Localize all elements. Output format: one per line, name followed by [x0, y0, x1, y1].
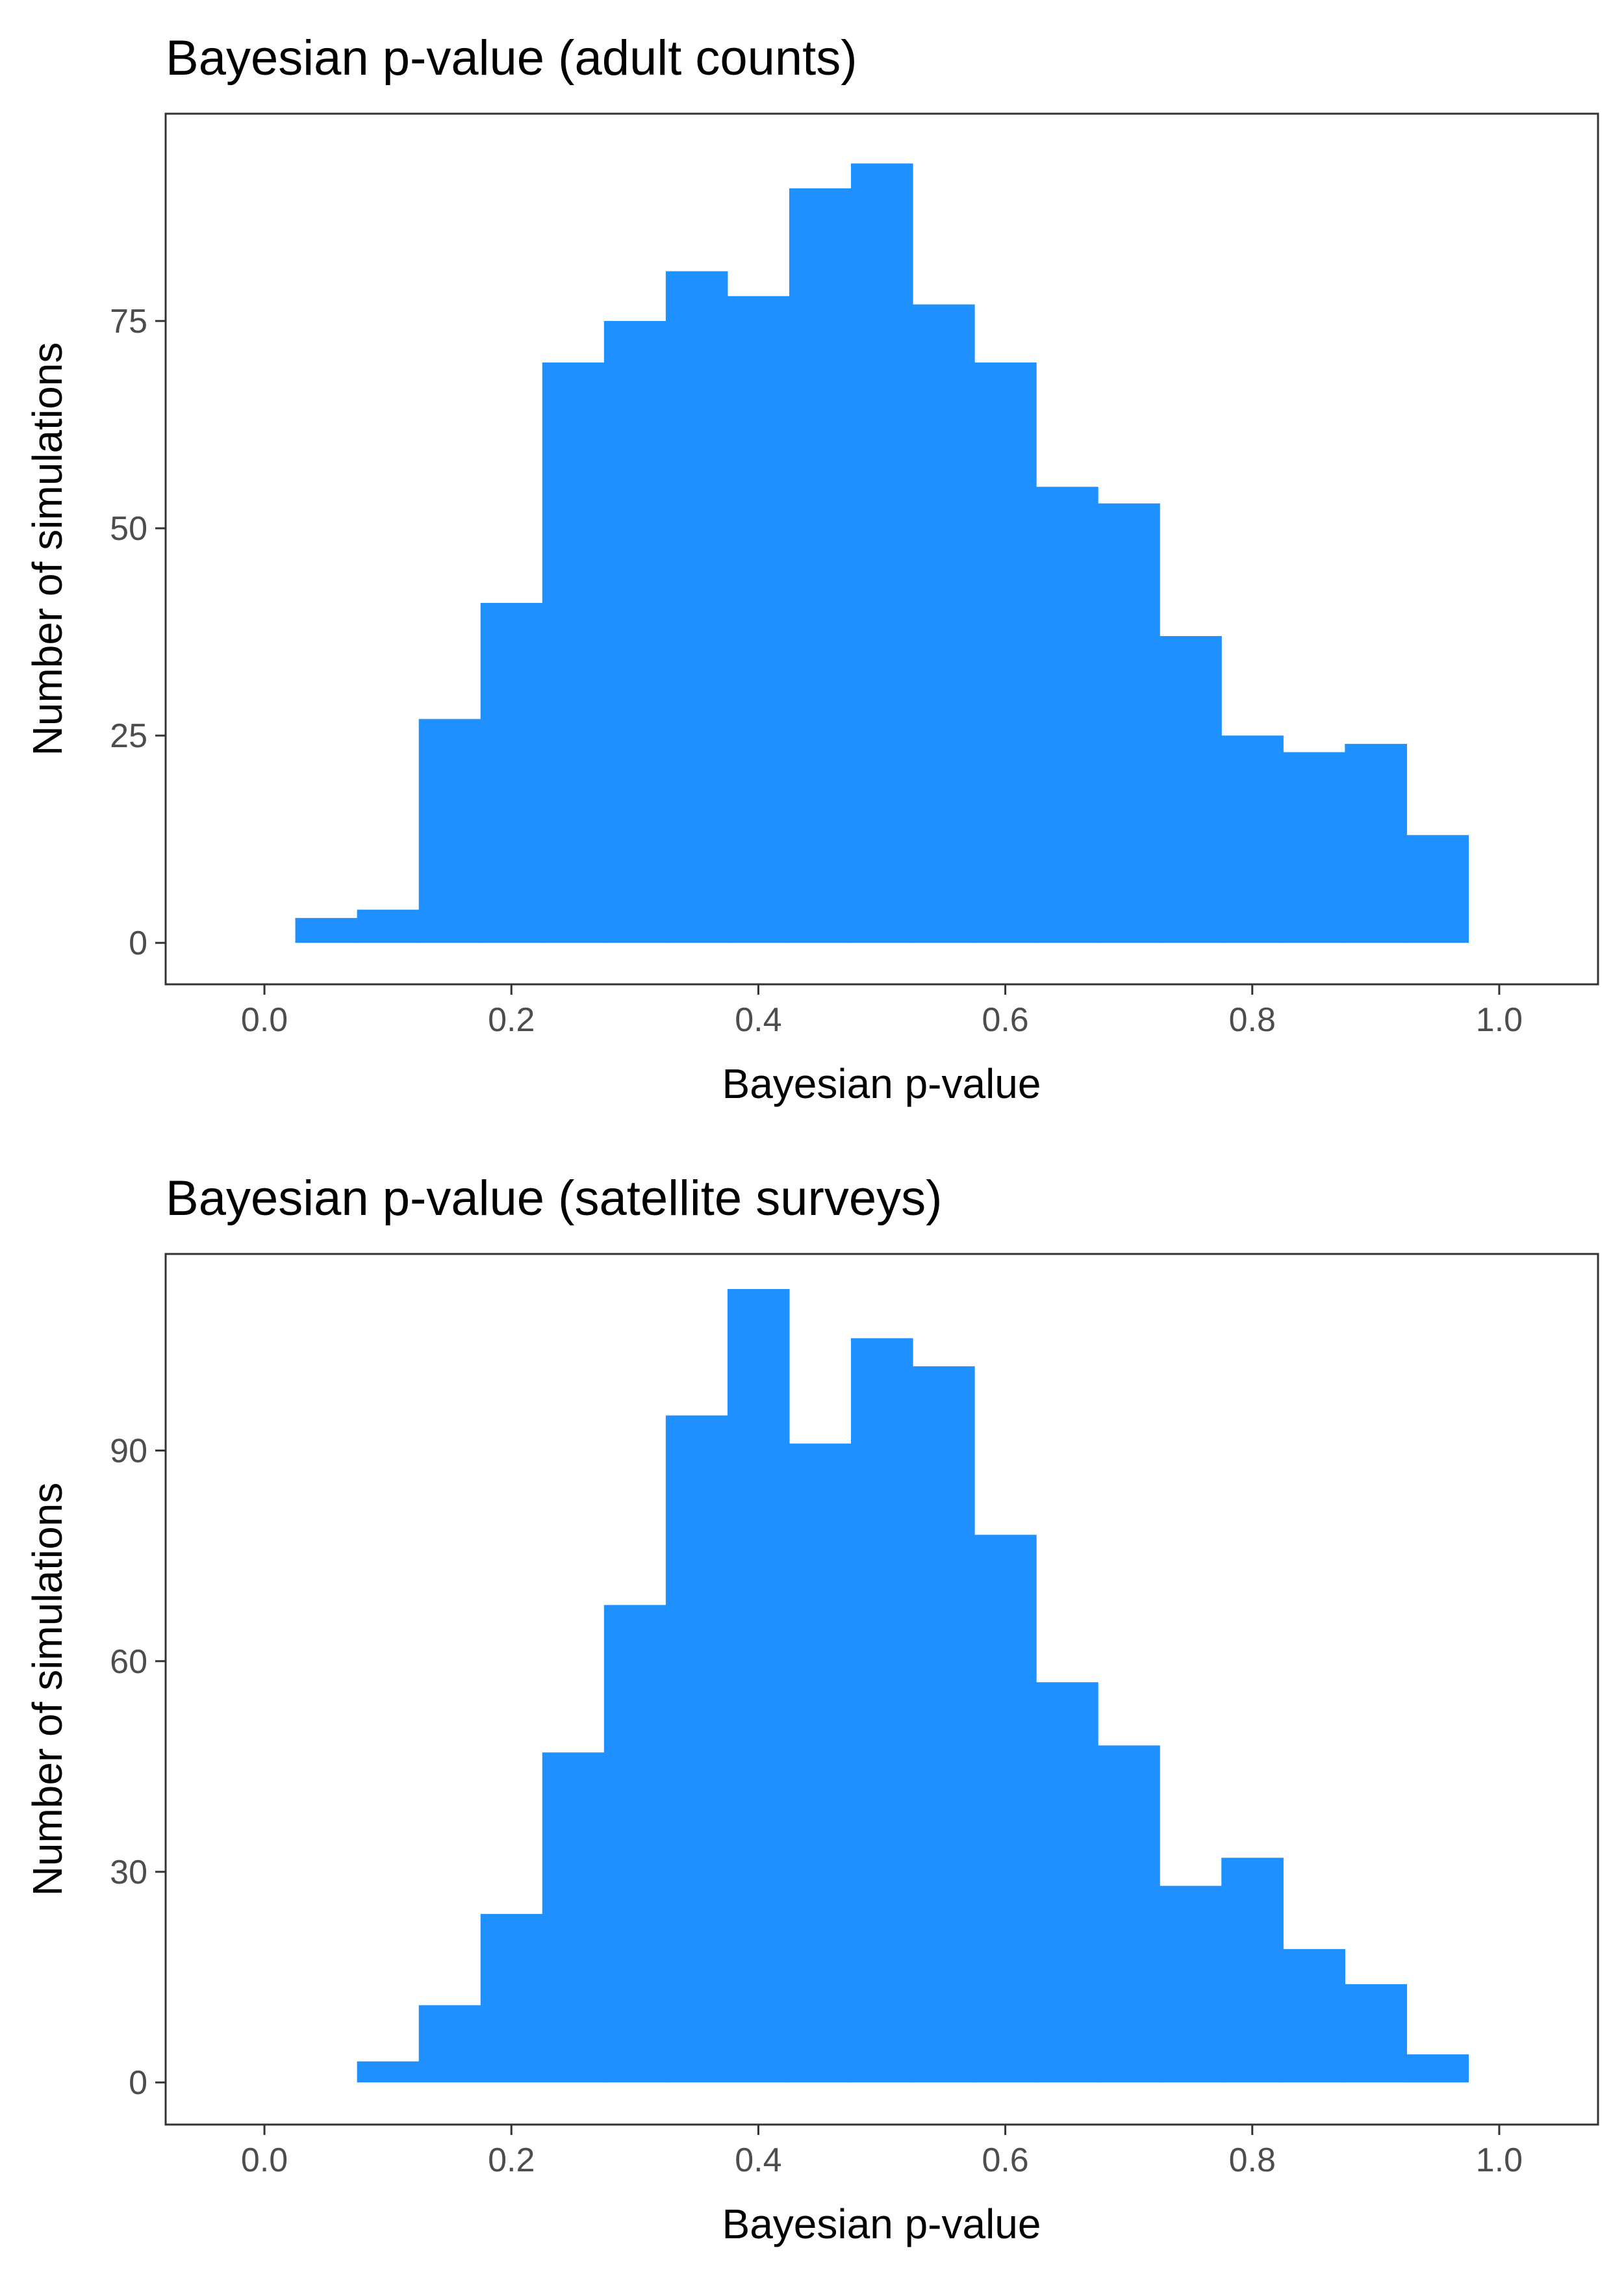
histogram-bar	[789, 188, 852, 943]
histogram-bar	[727, 296, 790, 943]
x-tick-label: 0.0	[241, 1001, 288, 1039]
histogram-bar	[1283, 752, 1345, 943]
histogram-bar	[665, 1415, 728, 2083]
x-tick-label: 1.0	[1476, 1001, 1523, 1039]
x-tick-label: 0.8	[1229, 1001, 1276, 1039]
y-tick-label: 0	[129, 2064, 147, 2102]
chart-title: Bayesian p-value (adult counts)	[166, 31, 857, 86]
histogram-bar	[850, 163, 913, 943]
y-tick-label: 50	[110, 510, 147, 548]
x-tick-label: 0.4	[735, 2141, 781, 2179]
x-axis: 0.0 0.2 0.4 0.6 0.8 1.0	[241, 2125, 1523, 2179]
histogram-bar	[418, 719, 481, 943]
histogram-bar	[1345, 743, 1407, 943]
histogram-bar	[1221, 735, 1284, 943]
histogram-bar	[850, 1338, 913, 2083]
x-axis-label: Bayesian p-value	[722, 1060, 1041, 1107]
histogram-bar	[480, 602, 543, 943]
y-axis-label: Number of simulations	[24, 1483, 71, 1897]
histogram-bar	[1098, 503, 1160, 943]
x-axis-label: Bayesian p-value	[722, 2201, 1041, 2247]
x-axis: 0.0 0.2 0.4 0.6 0.8 1.0	[241, 984, 1523, 1039]
histogram-bar	[357, 2061, 420, 2083]
histogram-bar	[1221, 1858, 1284, 2083]
x-tick-label: 0.6	[982, 1001, 1028, 1039]
x-tick-label: 0.6	[982, 2141, 1028, 2179]
x-tick-label: 1.0	[1476, 2141, 1523, 2179]
y-tick-label: 25	[110, 717, 147, 755]
y-tick-label: 90	[110, 1433, 147, 1470]
histogram-bar	[603, 321, 666, 943]
histogram-bar	[1345, 1984, 1407, 2083]
histogram-bar	[480, 1913, 543, 2083]
histogram-bar	[357, 910, 420, 943]
x-tick-label: 0.2	[488, 2141, 535, 2179]
histogram-bar	[1098, 1745, 1160, 2083]
histogram-bar	[542, 1752, 605, 2083]
histogram-bar	[913, 304, 975, 943]
plot-panel	[164, 112, 1599, 986]
histogram-bar	[603, 1605, 666, 2083]
x-tick-label: 0.2	[488, 1001, 535, 1039]
histogram-bar	[1283, 1948, 1345, 2083]
histogram-bar	[913, 1366, 975, 2083]
histogram-bar	[974, 362, 1037, 943]
histogram-bar	[418, 2005, 481, 2083]
histogram-bar	[727, 1289, 790, 2083]
y-axis-label: Number of simulations	[24, 342, 71, 756]
x-tick-label: 0.0	[241, 2141, 288, 2179]
y-tick-label: 75	[110, 303, 147, 340]
histogram-bar	[789, 1443, 852, 2083]
histogram-bar	[1036, 487, 1098, 943]
plot-panel	[164, 1253, 1599, 2126]
histogram-bar	[974, 1535, 1037, 2083]
y-axis: 0 30 60 90	[110, 1433, 166, 2102]
histogram-bar	[1160, 636, 1222, 943]
y-axis: 0 25 50 75	[110, 303, 166, 962]
histogram-bar	[1406, 835, 1469, 943]
chart-adult-counts: Bayesian p-value (adult counts) 0.0 0.2 0.…	[24, 31, 1599, 1107]
x-tick-label: 0.4	[735, 1001, 781, 1039]
y-tick-label: 0	[129, 925, 147, 962]
histogram-bar	[542, 362, 605, 943]
x-tick-label: 0.8	[1229, 2141, 1276, 2179]
histogram-bars	[357, 1289, 1469, 2083]
histogram-bars	[295, 163, 1469, 943]
chart-satellite-surveys: Bayesian p-value (satellite surveys) 0.0…	[24, 1171, 1599, 2247]
histogram-bar	[1036, 1682, 1098, 2083]
histogram-bar	[1406, 2054, 1469, 2083]
y-tick-label: 30	[110, 1854, 147, 1891]
y-tick-label: 60	[110, 1643, 147, 1681]
histogram-bar	[1160, 1885, 1222, 2083]
histogram-bar	[665, 271, 728, 943]
histogram-bar	[295, 917, 358, 943]
chart-title: Bayesian p-value (satellite surveys)	[166, 1171, 942, 1226]
